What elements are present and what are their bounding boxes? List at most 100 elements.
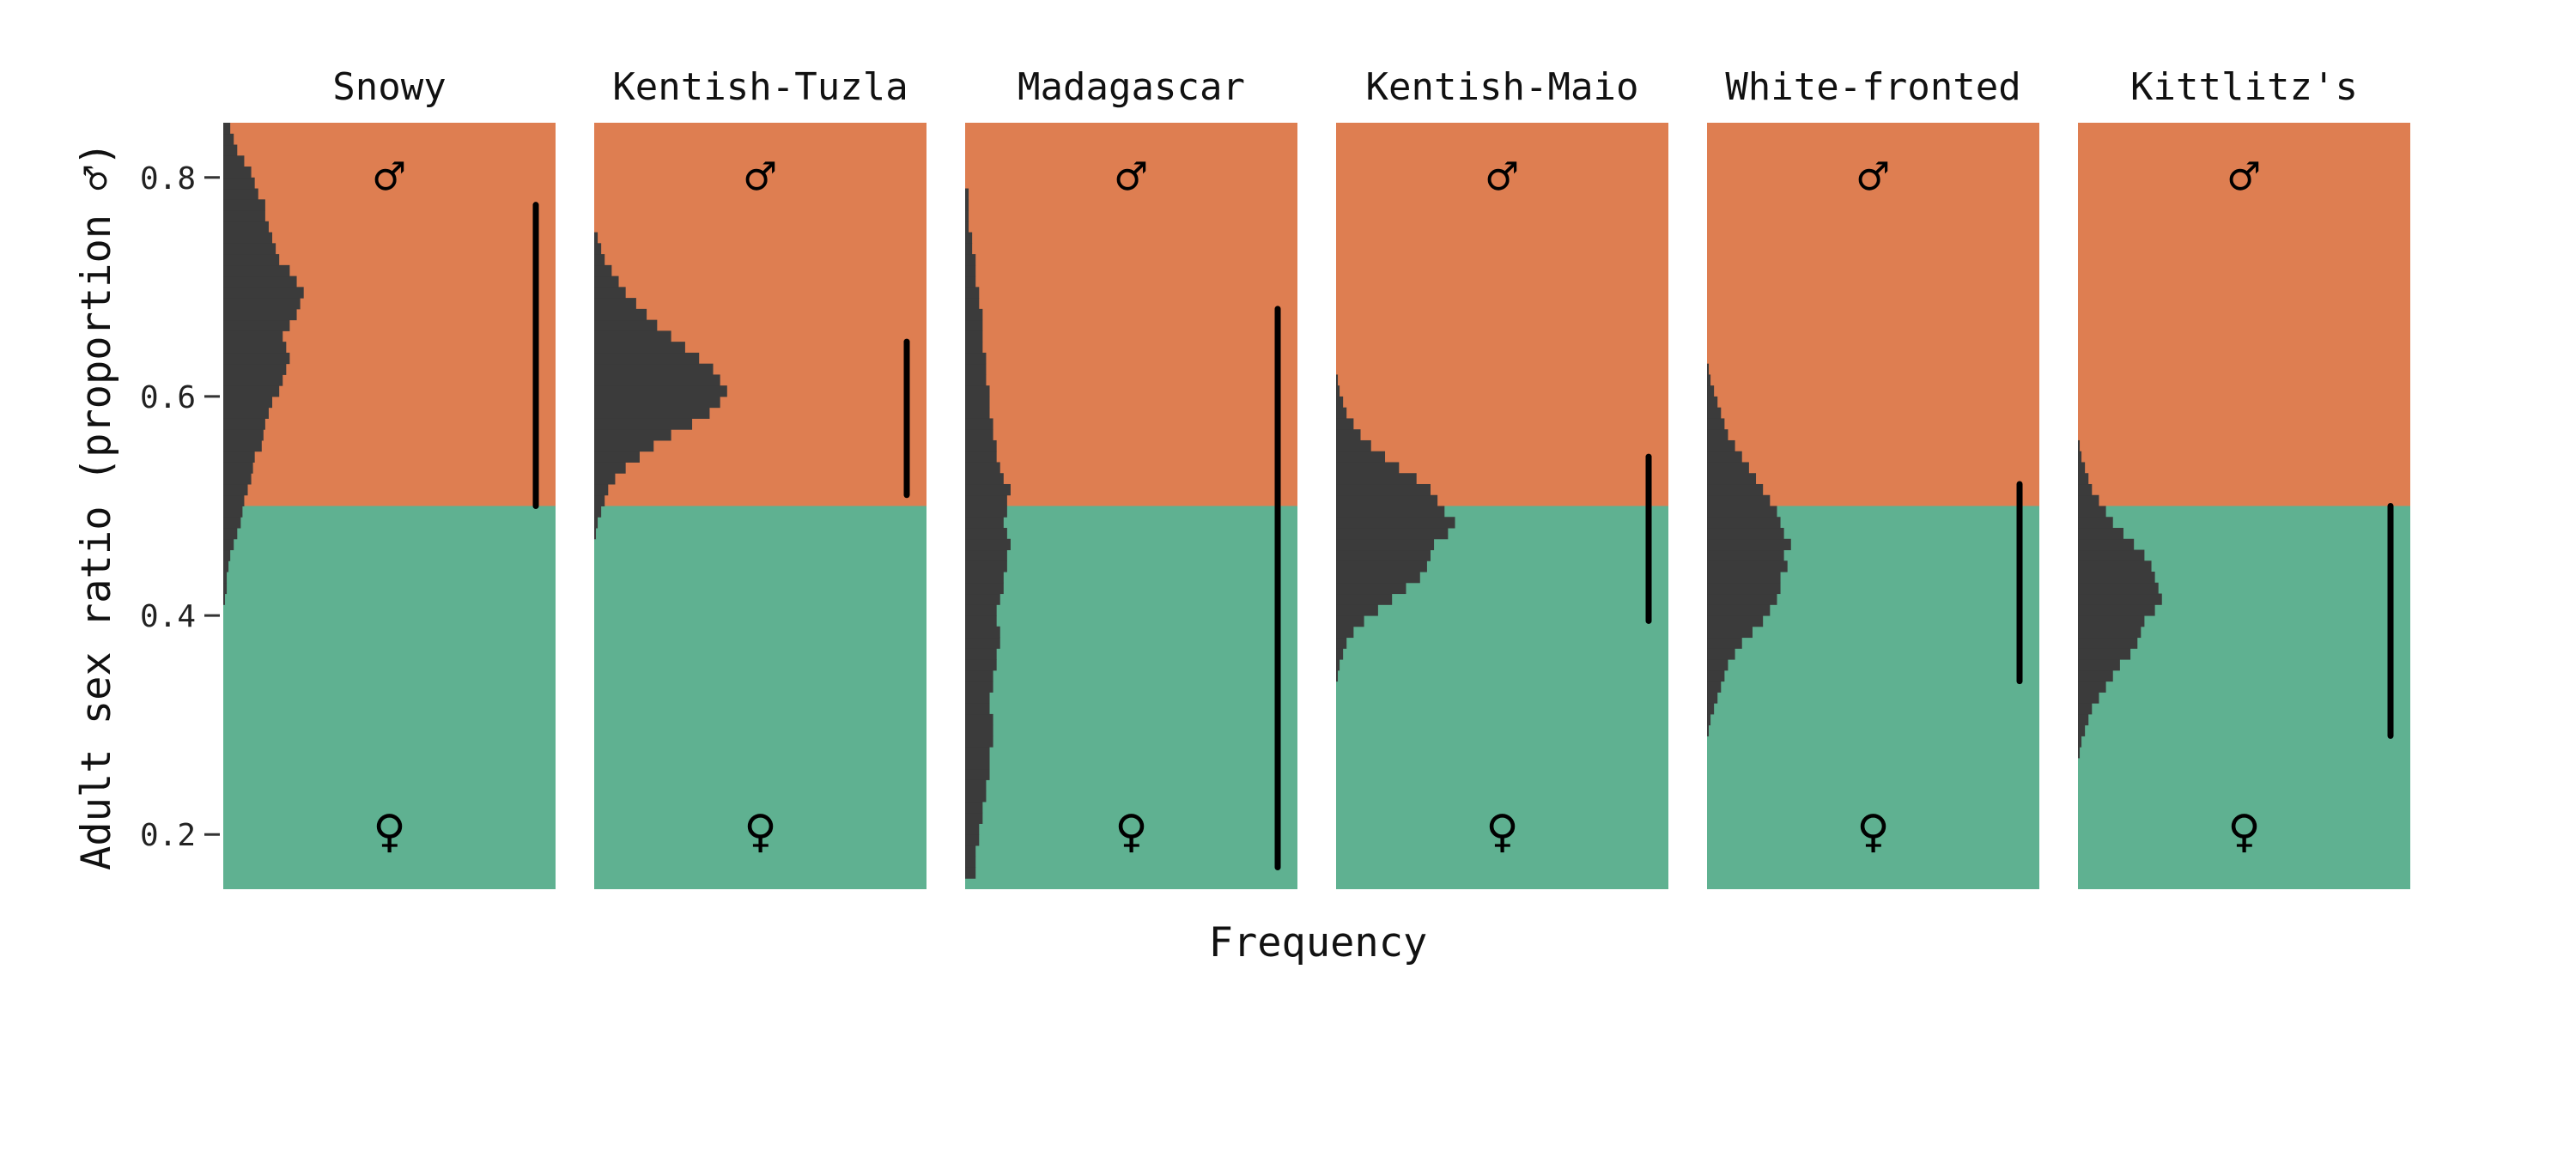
histogram-bar [965, 648, 997, 660]
histogram-bar [223, 494, 245, 506]
histogram-bar [1707, 494, 1771, 506]
histogram-bar [1707, 724, 1710, 736]
histogram-bar [594, 243, 602, 255]
histogram-bar [1336, 538, 1435, 551]
histogram-bar [2078, 593, 2162, 605]
histogram-bar [223, 199, 265, 211]
histogram-bar [223, 319, 290, 331]
histogram-bar [1707, 528, 1784, 540]
histogram-bar [965, 363, 987, 375]
y-axis-label: Adult sex ratio (proportion ♂) [73, 142, 120, 870]
histogram-bar [1707, 549, 1784, 561]
histogram-bar [1336, 439, 1371, 452]
histogram-bar [965, 451, 997, 463]
histogram-bar [2078, 462, 2086, 474]
female-symbol: ♀ [1856, 800, 1890, 863]
histogram-bar [965, 407, 990, 419]
histogram-bar [223, 528, 238, 540]
histogram-bar [965, 681, 993, 693]
histogram-bar [1707, 713, 1711, 726]
histogram-bar [965, 506, 1007, 518]
male-region [1336, 123, 1668, 506]
histogram-bar [965, 342, 983, 354]
histogram-bar [1707, 593, 1777, 605]
histogram-bar [2078, 669, 2113, 682]
male-symbol: ♂ [1487, 148, 1517, 206]
histogram-bar [1336, 528, 1449, 540]
histogram-bar [2078, 637, 2138, 649]
histogram-bar [1707, 451, 1742, 463]
histogram-bar [965, 264, 976, 277]
histogram-bar [223, 342, 287, 354]
histogram-bar [1707, 703, 1715, 715]
histogram-bar [965, 823, 980, 835]
histogram-bar [2078, 560, 2152, 572]
histogram-bar [965, 692, 990, 704]
histogram-bar [1707, 626, 1753, 639]
histogram-bar [1336, 407, 1347, 419]
histogram-bar [223, 473, 252, 485]
histogram-bar [223, 155, 245, 167]
histogram-bar [1336, 669, 1339, 682]
histogram-bar [223, 439, 262, 452]
histogram-bar [223, 276, 297, 288]
histogram-bar [223, 429, 264, 441]
histogram-bar [594, 330, 671, 342]
histogram-bar [2078, 451, 2082, 463]
histogram-bar [223, 298, 301, 310]
panel: Kentish-Maio ♂ ♀ [1336, 65, 1668, 889]
histogram-bar [594, 407, 710, 419]
histogram-bar [594, 451, 640, 463]
panel: Madagascar ♂ ♀ [965, 65, 1297, 889]
histogram-bar [1707, 648, 1735, 660]
histogram-bar [223, 123, 231, 135]
histogram-bar [1707, 572, 1781, 584]
histogram-bar [594, 429, 671, 441]
histogram-bar [965, 757, 990, 770]
histogram-bar [1707, 429, 1728, 441]
histogram-bar [223, 352, 290, 365]
histogram-bar [223, 264, 290, 277]
histogram-bar [1707, 418, 1725, 430]
histogram-bar [223, 188, 258, 200]
histogram-bar [965, 276, 976, 288]
histogram-bar [965, 790, 987, 803]
y-tick-label: 0.4 [140, 599, 196, 634]
histogram-bar [2078, 736, 2082, 748]
panel: Kentish-Tuzla ♂ ♀ [594, 65, 927, 889]
y-tick-label: 0.8 [140, 161, 196, 197]
histogram-bar [965, 439, 997, 452]
panel-title: Madagascar [1018, 65, 1245, 109]
histogram-bar [965, 713, 993, 726]
histogram-bar [1336, 615, 1364, 627]
histogram-bar [1336, 374, 1339, 386]
histogram-bar [965, 703, 990, 715]
histogram-bar [594, 396, 720, 409]
histogram-bar [965, 582, 1004, 595]
histogram-bar [965, 768, 990, 780]
histogram-bar [1336, 637, 1347, 649]
histogram-bar [2078, 626, 2142, 639]
histogram-bar [2078, 724, 2086, 736]
histogram-bar [1336, 462, 1400, 474]
histogram-bar [594, 276, 619, 288]
histogram-bar [594, 352, 700, 365]
histogram-bar [223, 287, 304, 299]
histogram-bar [223, 363, 287, 375]
histogram-bar [1707, 396, 1718, 409]
histogram-bar [594, 517, 598, 529]
histogram-bar [965, 615, 997, 627]
histogram-bar [223, 538, 234, 551]
histogram-bar [1707, 538, 1791, 551]
histogram-bar [2078, 659, 2120, 671]
histogram-bar [223, 483, 248, 496]
histogram-bar [1707, 637, 1742, 649]
histogram-bar [223, 243, 276, 255]
histogram-bar [223, 560, 229, 572]
histogram-bar [594, 462, 626, 474]
histogram-bar [965, 287, 980, 299]
histogram-bar [965, 308, 983, 321]
histogram-bar [1707, 483, 1764, 496]
histogram-bar [2078, 439, 2081, 452]
histogram-bar [2078, 747, 2081, 759]
